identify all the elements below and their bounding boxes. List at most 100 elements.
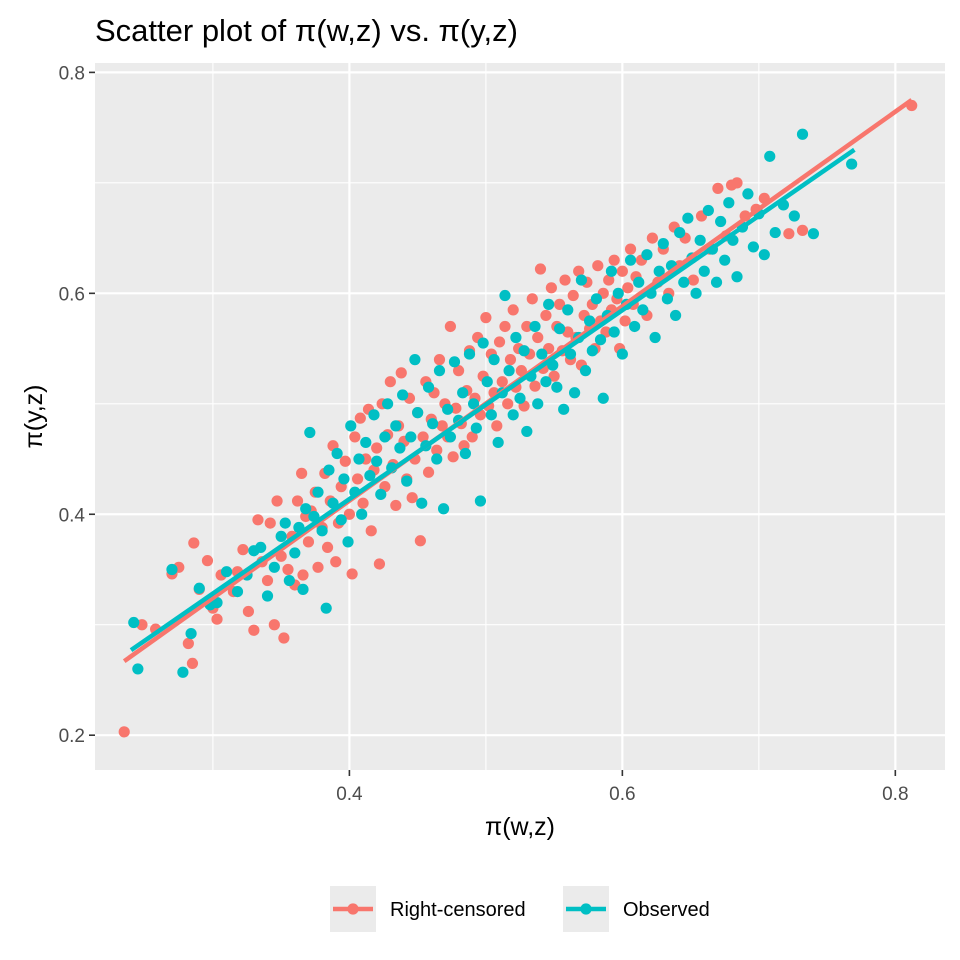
data-point: [291, 495, 304, 507]
data-point: [698, 265, 710, 277]
data-point: [796, 128, 809, 140]
data-point: [488, 354, 500, 366]
trend-line-1: [129, 147, 856, 652]
data-point: [457, 387, 469, 399]
legend: Right-censored Observed: [330, 886, 710, 932]
data-point: [467, 398, 480, 410]
data-point: [300, 503, 312, 515]
data-point: [188, 537, 200, 549]
data-point: [558, 403, 570, 415]
data-point: [330, 556, 342, 568]
data-point: [637, 304, 649, 316]
data-point: [177, 666, 189, 678]
data-point: [384, 376, 396, 388]
data-point: [279, 517, 291, 529]
data-point: [427, 418, 439, 430]
data-point: [316, 525, 328, 537]
data-point: [412, 407, 424, 419]
data-point: [405, 431, 417, 443]
y-tick-label: 0.4: [59, 505, 86, 526]
data-point: [694, 234, 706, 246]
data-point: [466, 431, 478, 443]
data-point: [629, 320, 641, 333]
data-point: [395, 367, 407, 379]
legend-item-0: Right-censored: [330, 886, 526, 932]
data-point: [562, 304, 574, 316]
data-point: [282, 563, 294, 576]
legend-label: Right-censored: [390, 899, 526, 921]
data-point: [357, 497, 369, 509]
data-point: [526, 293, 538, 305]
x-tick-label: 0.4: [336, 784, 363, 805]
data-point: [211, 613, 223, 625]
data-point: [510, 331, 522, 344]
data-point: [477, 337, 489, 349]
data-point: [417, 431, 429, 443]
data-point: [211, 597, 223, 609]
data-point: [764, 150, 776, 162]
chart-title: Scatter plot of π(w,z) vs. π(y,z): [95, 13, 518, 48]
data-point: [504, 354, 517, 366]
data-point: [788, 210, 800, 222]
legend-point: [347, 903, 359, 915]
data-point: [364, 470, 376, 482]
data-point: [536, 348, 548, 360]
data-point: [678, 276, 690, 288]
data-point: [289, 547, 301, 559]
data-point: [622, 282, 634, 294]
data-point: [414, 535, 426, 547]
data-point: [674, 226, 686, 239]
data-point: [559, 274, 571, 286]
data-point: [312, 561, 324, 573]
data-point: [605, 265, 618, 277]
data-point: [283, 574, 295, 587]
data-point: [321, 541, 334, 554]
data-point: [447, 451, 459, 463]
data-point: [237, 544, 249, 556]
data-point: [608, 326, 620, 338]
data-point: [264, 517, 276, 529]
data-point: [261, 590, 274, 602]
data-point: [390, 420, 402, 432]
data-point: [649, 331, 661, 344]
data-point: [518, 345, 530, 357]
legend-item-1: Observed: [563, 886, 710, 932]
data-point: [480, 312, 492, 324]
data-point: [758, 249, 770, 261]
data-point: [521, 320, 533, 333]
data-point: [612, 287, 624, 299]
data-point: [346, 568, 358, 580]
axis-ticks: [89, 71, 897, 776]
data-point: [532, 398, 544, 410]
y-tick-label: 0.8: [59, 63, 85, 84]
data-point: [368, 409, 380, 421]
data-point: [433, 354, 446, 366]
data-point: [353, 453, 365, 465]
data-point: [657, 238, 669, 250]
data-point: [769, 226, 781, 239]
data-point: [723, 197, 735, 209]
data-point: [166, 563, 178, 576]
data-point: [507, 304, 519, 316]
data-point: [201, 555, 214, 567]
data-point: [360, 436, 372, 449]
data-point: [499, 289, 511, 302]
data-point: [297, 569, 309, 581]
trend-lines: [122, 98, 914, 664]
data-point: [444, 431, 456, 443]
data-point: [567, 289, 579, 302]
data-point: [715, 215, 727, 228]
data-point: [268, 561, 280, 573]
data-point: [719, 254, 731, 266]
data-point: [491, 420, 503, 432]
data-point: [470, 422, 482, 434]
data-point: [450, 402, 462, 414]
data-point: [616, 348, 628, 360]
data-point: [597, 392, 609, 404]
data-point: [275, 530, 287, 542]
data-point: [193, 582, 205, 594]
data-point: [373, 558, 386, 570]
data-point: [710, 276, 723, 288]
data-point: [356, 508, 368, 520]
